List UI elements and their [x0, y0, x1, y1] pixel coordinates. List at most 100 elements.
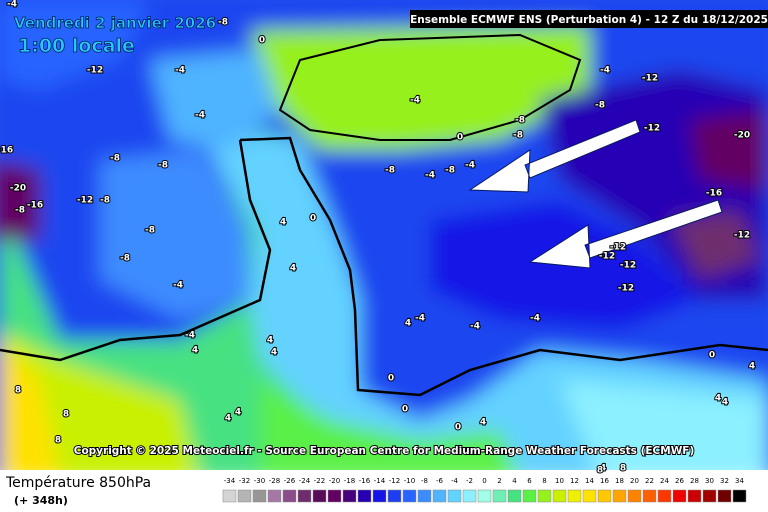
contour-label: 8: [597, 466, 603, 476]
scale-label: 14: [585, 477, 594, 485]
scale-label: -2: [466, 477, 473, 485]
scale-swatch: [732, 489, 747, 503]
contour-label: -12: [610, 243, 626, 253]
scale-swatch: [372, 489, 387, 503]
scale-swatch: [327, 489, 342, 503]
scale-label: 12: [570, 477, 579, 485]
scale-label: -10: [404, 477, 415, 485]
contour-label: -12: [599, 252, 615, 262]
contour-label: 0: [259, 36, 265, 46]
scale-label: -12: [389, 477, 400, 485]
contour-label: -4: [425, 171, 435, 181]
scale-label: -4: [451, 477, 459, 485]
contour-label: 0: [457, 133, 463, 143]
contour-label: -12: [620, 261, 636, 271]
flow-arrows: [468, 119, 723, 269]
scale-label: 4: [512, 477, 517, 485]
scale-swatch: [582, 489, 597, 503]
scale-swatch: [282, 489, 297, 503]
contour-label: 4: [225, 414, 231, 424]
isotherm: [239, 136, 768, 397]
scale-swatch: [657, 489, 672, 503]
temperature-field: [0, 0, 768, 480]
contour-label: -4: [7, 0, 17, 10]
scale-label: -18: [344, 477, 355, 485]
scale-label: 18: [615, 477, 624, 485]
scale-swatch: [717, 489, 732, 503]
scale-label: 22: [645, 477, 654, 485]
run-box: [410, 10, 768, 28]
contour-label: -4: [465, 161, 475, 171]
contour-label: 4: [192, 346, 198, 356]
isotherm: [278, 33, 582, 141]
scale-swatch: [522, 489, 537, 503]
scale-swatch: [597, 489, 612, 503]
contour-label: -8: [515, 116, 525, 126]
contour-label: -8: [158, 161, 168, 171]
date: Vendredi 2 janvier 2026: [14, 14, 216, 32]
contour-label: -4: [195, 111, 205, 121]
contour-label: -4: [173, 281, 183, 291]
contour-label: -8: [513, 131, 523, 141]
scale-label: 6: [527, 477, 532, 485]
arrow: [468, 119, 641, 193]
contour-label: -8: [385, 166, 395, 176]
scale-swatch: [642, 489, 657, 503]
contour-label: -4: [470, 322, 480, 332]
scale-swatch: [702, 489, 717, 503]
contour-label: -12: [734, 231, 750, 241]
scale-label: -20: [329, 477, 340, 485]
scale-swatch: [267, 489, 282, 503]
contour-label: 8: [15, 386, 21, 396]
contour-label: -12: [642, 74, 658, 84]
scale-swatch: [417, 489, 432, 503]
scale-label: -16: [359, 477, 371, 485]
contour-label: 4: [271, 348, 277, 358]
contour-label: -8: [120, 254, 130, 264]
scale-swatch: [537, 489, 552, 503]
contour-label: -4: [600, 66, 610, 76]
contour-label: 4: [722, 398, 728, 408]
scale-label: 16: [600, 477, 609, 485]
contour-label: 0: [709, 351, 715, 361]
contour-label: -12: [87, 66, 103, 76]
scale-label: -14: [374, 477, 386, 485]
scale-label: -28: [269, 477, 280, 485]
scale-swatch: [687, 489, 702, 503]
contour-label: 0: [310, 214, 316, 224]
contour-label: -8: [100, 196, 110, 206]
scale-label: 2: [497, 477, 501, 485]
contour-label: 4: [405, 319, 411, 329]
scale-swatch: [402, 489, 417, 503]
contour-label: 4: [267, 336, 273, 346]
scale-swatch: [507, 489, 522, 503]
run-info: Ensemble ECMWF ENS (Perturbation 4) - 12…: [410, 14, 768, 26]
contour-label: -12: [77, 196, 93, 206]
scale-label: 28: [690, 477, 699, 485]
scale-swatch: [342, 489, 357, 503]
scale-swatch: [477, 489, 492, 503]
scale-swatch: [252, 489, 267, 503]
scale-swatch: [357, 489, 372, 503]
scale-label: -24: [299, 477, 311, 485]
scale-label: -22: [314, 477, 325, 485]
scale-swatch: [297, 489, 312, 503]
contour-label: 4: [480, 418, 486, 428]
contour-label: 8: [55, 436, 61, 446]
contour-label: -20: [734, 131, 750, 141]
scale-label: 0: [482, 477, 486, 485]
scale-label: -32: [239, 477, 250, 485]
scale-label: 32: [720, 477, 729, 485]
scale-swatch: [312, 489, 327, 503]
scale-swatch: [462, 489, 477, 503]
contour-label: -16: [706, 189, 722, 199]
scale-swatch: [492, 489, 507, 503]
isotherm: [0, 139, 272, 362]
arrow: [528, 199, 723, 269]
contour-label: 8: [620, 464, 626, 474]
contour-label: -16: [0, 146, 13, 156]
local-time: 1:00 locale: [18, 35, 135, 57]
scale-label: 34: [735, 477, 744, 485]
